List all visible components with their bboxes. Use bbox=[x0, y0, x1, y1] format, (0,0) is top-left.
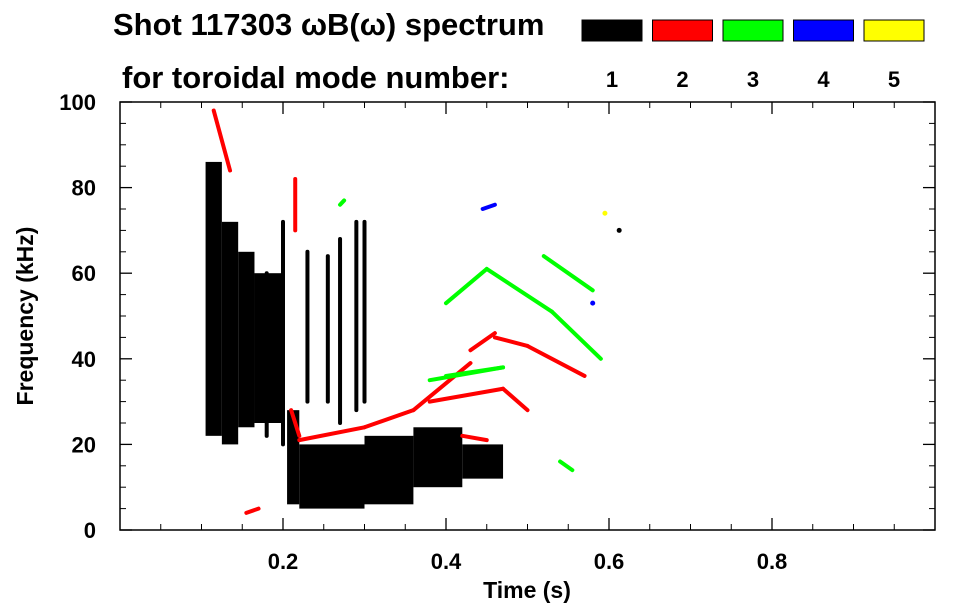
legend-label-5: 5 bbox=[888, 67, 900, 92]
mode-3-trace bbox=[338, 198, 347, 207]
axis-ticks: 0.2 0.4 0.6 0.8 0 20 40 60 80 100 bbox=[59, 90, 935, 574]
y-tick-label: 60 bbox=[72, 261, 96, 286]
mode-3-trace bbox=[484, 266, 554, 314]
legend-label-2: 2 bbox=[676, 67, 688, 92]
legend-swatch-3 bbox=[722, 19, 784, 42]
mode-1-band bbox=[221, 221, 239, 445]
mode-3-trace bbox=[427, 365, 506, 383]
mode-1-band bbox=[238, 251, 255, 428]
y-tick-label: 100 bbox=[59, 90, 96, 115]
mode-2-trace bbox=[525, 343, 587, 378]
mode-2-trace bbox=[492, 335, 530, 348]
mode-2-trace bbox=[427, 386, 506, 404]
y-tick-label: 80 bbox=[72, 176, 96, 201]
mode-3-trace bbox=[541, 254, 595, 293]
mode-2-trace bbox=[289, 408, 302, 438]
chart-title-line1: Shot 117303 ωB(ω) spectrum bbox=[113, 7, 544, 42]
mode-1-band bbox=[462, 444, 504, 479]
mode-1-point bbox=[616, 227, 622, 233]
mode-4-point bbox=[590, 300, 596, 306]
mode-2-trace bbox=[468, 331, 497, 353]
legend-label-3: 3 bbox=[747, 67, 759, 92]
legend-swatch-1 bbox=[581, 19, 643, 42]
mode-5-point bbox=[602, 210, 608, 216]
mode-legend: 1 2 3 4 5 bbox=[581, 19, 925, 92]
y-tick-label: 0 bbox=[84, 518, 96, 543]
mode-2-trace bbox=[460, 433, 489, 443]
legend-label-1: 1 bbox=[606, 67, 618, 92]
legend-swatch-2 bbox=[652, 19, 713, 42]
mode-1-band bbox=[205, 161, 222, 436]
legend-label-4: 4 bbox=[817, 67, 830, 92]
mode-1-band bbox=[413, 427, 463, 488]
mode-4-trace bbox=[480, 202, 497, 211]
mode-3-trace bbox=[558, 459, 575, 473]
x-axis-label: Time (s) bbox=[483, 577, 571, 603]
mode-2-trace bbox=[297, 425, 367, 443]
mode-3-trace bbox=[549, 309, 603, 361]
mode-2-trace bbox=[501, 386, 530, 413]
x-tick-label: 0.8 bbox=[757, 549, 788, 574]
mode-3-trace bbox=[444, 266, 489, 306]
spectrum-marks bbox=[205, 108, 622, 515]
x-tick-label: 0.2 bbox=[268, 549, 299, 574]
mode-2-trace bbox=[211, 108, 233, 173]
y-tick-label: 20 bbox=[72, 432, 96, 457]
mode-2-trace bbox=[244, 506, 261, 515]
mode-2-trace bbox=[411, 361, 473, 413]
y-tick-label: 40 bbox=[72, 347, 96, 372]
mode-2-trace bbox=[362, 408, 416, 430]
mode-1-band bbox=[254, 273, 283, 423]
mode-1-band bbox=[299, 444, 365, 509]
x-tick-label: 0.4 bbox=[431, 549, 462, 574]
chart-title-line2: for toroidal mode number: bbox=[122, 60, 510, 95]
y-axis-label: Frequency (kHz) bbox=[12, 227, 38, 406]
legend-swatch-5 bbox=[863, 19, 925, 42]
x-tick-label: 0.6 bbox=[594, 549, 625, 574]
mode-1-band bbox=[364, 435, 414, 505]
legend-swatch-4 bbox=[793, 19, 854, 42]
mode-1-band bbox=[287, 410, 300, 505]
